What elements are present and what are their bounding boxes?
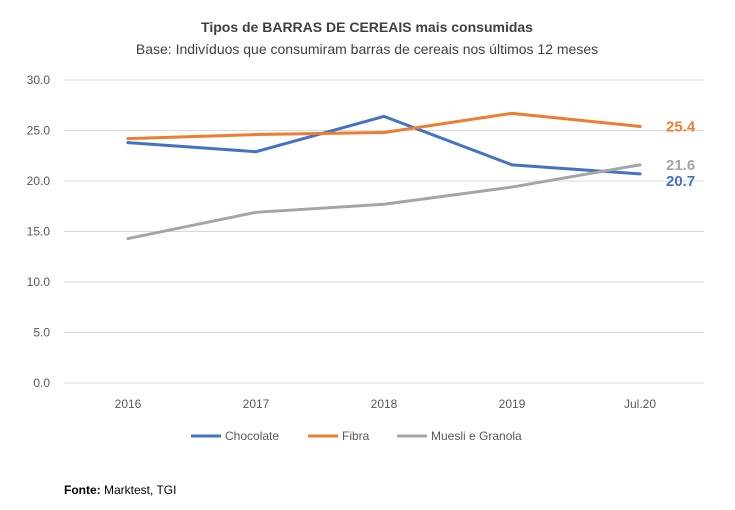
series-line-muesli-e-granola bbox=[126, 163, 642, 241]
data-point bbox=[382, 114, 386, 118]
grid-lines bbox=[64, 79, 704, 384]
end-label: 25.4 bbox=[666, 118, 696, 135]
data-point bbox=[254, 150, 258, 154]
data-point bbox=[510, 185, 514, 189]
data-point bbox=[638, 172, 642, 176]
y-tick-label: 25.0 bbox=[27, 124, 51, 138]
data-point bbox=[382, 131, 386, 135]
x-tick-label: Jul.20 bbox=[624, 397, 656, 411]
source-note: Fonte: Marktest, TGI bbox=[64, 483, 176, 497]
legend-label: Fibra bbox=[342, 429, 370, 443]
series-line-chocolate bbox=[126, 114, 642, 176]
chart-title: Tipos de BARRAS DE CEREAIS mais consumid… bbox=[201, 19, 533, 35]
data-point bbox=[510, 163, 514, 167]
data-point bbox=[126, 237, 130, 241]
source-label: Fonte: bbox=[64, 483, 101, 497]
y-tick-label: 0.0 bbox=[33, 376, 50, 390]
x-tick-label: 2018 bbox=[371, 397, 398, 411]
data-point bbox=[638, 163, 642, 167]
data-point bbox=[126, 141, 130, 145]
series-lines bbox=[126, 111, 642, 241]
y-tick-label: 15.0 bbox=[27, 225, 51, 239]
data-point bbox=[254, 210, 258, 214]
y-axis-ticks: 0.0 5.0 10.0 15.0 20.0 25.0 30.0 bbox=[27, 73, 51, 390]
legend: Chocolate Fibra Muesli e Granola bbox=[191, 429, 522, 443]
data-point bbox=[254, 133, 258, 137]
x-tick-label: 2016 bbox=[115, 397, 142, 411]
x-tick-label: 2019 bbox=[499, 397, 526, 411]
legend-label: Muesli e Granola bbox=[431, 429, 522, 443]
legend-label: Chocolate bbox=[225, 429, 279, 443]
data-point bbox=[126, 137, 130, 141]
data-point bbox=[638, 124, 642, 128]
x-axis-ticks: 2016 2017 2018 2019 Jul.20 bbox=[115, 397, 657, 411]
chart-subtitle: Base: Indivíduos que consumiram barras d… bbox=[136, 41, 598, 57]
end-label: 20.7 bbox=[666, 173, 695, 190]
source-text: Marktest, TGI bbox=[101, 483, 177, 497]
end-label: 21.6 bbox=[666, 157, 695, 174]
data-point bbox=[382, 202, 386, 206]
data-point bbox=[510, 111, 514, 115]
end-labels: 20.7 25.4 21.6 bbox=[666, 118, 696, 189]
y-tick-label: 10.0 bbox=[27, 275, 51, 289]
y-tick-label: 5.0 bbox=[33, 326, 50, 340]
x-tick-label: 2017 bbox=[243, 397, 270, 411]
y-tick-label: 30.0 bbox=[27, 73, 51, 87]
y-tick-label: 20.0 bbox=[27, 174, 51, 188]
